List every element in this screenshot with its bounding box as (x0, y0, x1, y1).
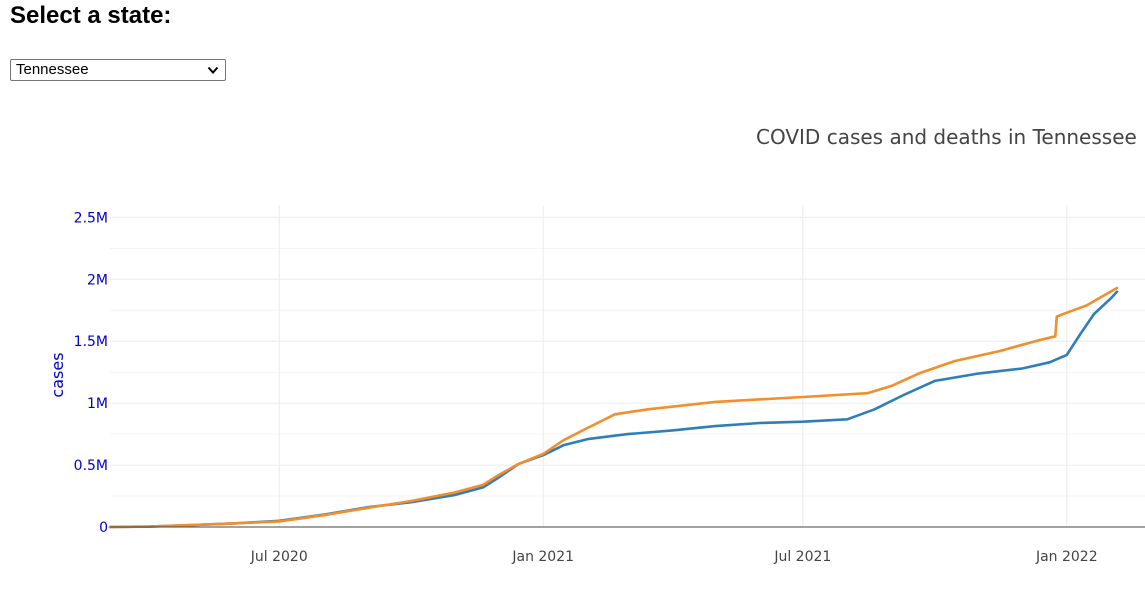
x-tick-label: Jan 2021 (511, 549, 574, 565)
y-tick-label: 1M (87, 396, 108, 412)
chevron-down-icon[interactable] (207, 66, 219, 75)
x-tick-label: Jul 2020 (250, 549, 308, 565)
x-tick-label: Jul 2021 (773, 549, 831, 565)
series-line-2 (108, 286, 1119, 529)
series-line-1 (108, 290, 1119, 529)
covid-chart: COVID cases and deaths in Tennessee 0 0.5… (0, 100, 1145, 612)
y-tick-label: 0 (99, 520, 108, 536)
series-layer (108, 286, 1119, 529)
y-tick-label: 0.5M (74, 458, 108, 474)
y-axis-label: cases (48, 352, 67, 397)
gridlines (110, 205, 1145, 527)
y-tick-label: 2M (87, 272, 108, 288)
page-heading: Select a state: (10, 2, 172, 29)
state-select[interactable]: Tennessee (10, 59, 226, 81)
x-tick-labels: Jul 2020 Jan 2021 Jul 2021 Jan 2022 (250, 549, 1098, 565)
y-tick-label: 1.5M (74, 334, 108, 350)
y-tick-labels: 0 0.5M 1M 1.5M 2M 2.5M (74, 210, 108, 536)
chart-svg: COVID cases and deaths in Tennessee 0 0.5… (48, 125, 1145, 565)
x-tick-label: Jan 2022 (1035, 549, 1098, 565)
y-tick-label: 2.5M (74, 210, 108, 226)
chart-title: COVID cases and deaths in Tennessee (756, 125, 1137, 149)
state-select-value: Tennessee (16, 61, 89, 78)
